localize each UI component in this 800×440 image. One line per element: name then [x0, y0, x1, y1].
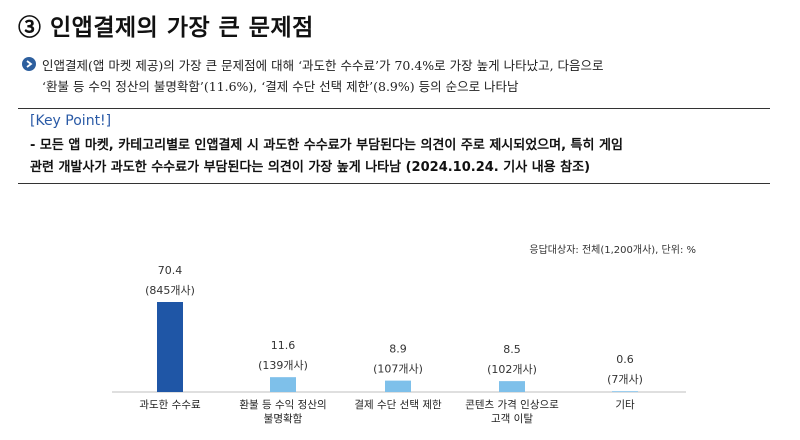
x-tick-label: 기타 [615, 399, 635, 411]
data-label-count: (102개사) [487, 363, 537, 376]
bar [270, 377, 296, 392]
bar [385, 380, 411, 392]
key-point-line-1: - 모든 앱 마켓, 카테고리별로 인앱결제 시 과도한 수수료가 부담된다는 … [30, 138, 623, 153]
key-point-text: - 모든 앱 마켓, 카테고리별로 인앱결제 시 과도한 수수료가 부담된다는 … [30, 135, 770, 179]
data-label-value: 8.5 [503, 343, 521, 356]
x-tick-label: 고객 이탈 [491, 412, 533, 425]
summary-text: 인앱결제(앱 마켓 제공)의 가장 큰 문제점에 대해 ‘과도한 수수료’가 7… [42, 55, 794, 97]
key-point-box: [Key Point!] - 모든 앱 마켓, 카테고리별로 인앱결제 시 과도… [18, 108, 770, 184]
bar [499, 381, 525, 392]
x-tick-label: 결제 수단 선택 제한 [354, 399, 442, 411]
data-label-count: (139개사) [258, 359, 308, 372]
x-tick-label: 과도한 수수료 [139, 399, 201, 411]
x-tick-label: 콘텐츠 가격 인상으로 [465, 398, 559, 411]
summary-line-2: ‘환불 등 수익 정산의 불명확함’(11.6%), ‘결제 수단 선택 제한’… [42, 79, 519, 94]
x-tick-label: 불명확함 [264, 412, 303, 425]
bar [612, 391, 638, 392]
key-point-line-2: 관련 개발사가 과도한 수수료가 부담된다는 의견이 가장 높게 나타남 (20… [30, 160, 591, 175]
data-label-count: (845개사) [145, 284, 195, 297]
data-label-count: (7개사) [607, 373, 643, 386]
summary-line-1: 인앱결제(앱 마켓 제공)의 가장 큰 문제점에 대해 ‘과도한 수수료’가 7… [42, 58, 604, 73]
data-label-value: 70.4 [158, 264, 183, 277]
key-point-title: [Key Point!] [30, 113, 112, 129]
chart-note: 응답대상자: 전체(1,200개사), 단위: % [529, 245, 696, 256]
bar [157, 302, 183, 392]
data-label-value: 11.6 [271, 339, 296, 352]
chevron-right-icon [22, 57, 36, 71]
page-title: ③ 인앱결제의 가장 큰 문제점 [18, 14, 314, 41]
data-label-count: (107개사) [373, 363, 423, 376]
data-label-value: 0.6 [616, 353, 634, 366]
x-tick-label: 환불 등 수익 정산의 [239, 399, 326, 411]
data-label-value: 8.9 [389, 343, 407, 356]
